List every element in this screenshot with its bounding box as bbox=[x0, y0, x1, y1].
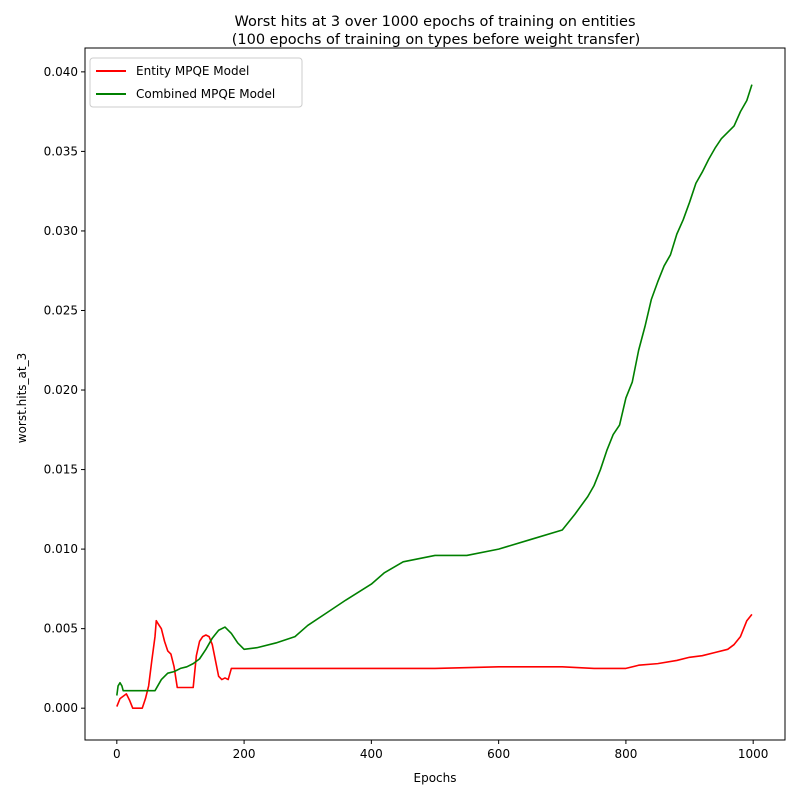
legend-label: Entity MPQE Model bbox=[136, 64, 249, 78]
y-tick-label: 0.030 bbox=[44, 224, 78, 238]
x-tick-label: 800 bbox=[614, 747, 637, 761]
y-tick-label: 0.040 bbox=[44, 65, 78, 79]
x-tick-label: 600 bbox=[487, 747, 510, 761]
y-axis: 0.000 0.005 0.010 0.015 0.020 0.025 0.030 0.035… bbox=[44, 65, 85, 715]
legend-label: Combined MPQE Model bbox=[136, 87, 275, 101]
axes-frame bbox=[84, 47, 786, 741]
y-tick-label: 0.020 bbox=[44, 383, 78, 397]
x-tick-label: 1000 bbox=[738, 747, 769, 761]
y-tick-label: 0.000 bbox=[44, 701, 78, 715]
chart-title: Worst hits at 3 over 1000 epochs of trai… bbox=[234, 14, 635, 30]
y-tick-label: 0.015 bbox=[44, 463, 78, 477]
y-tick-label: 0.010 bbox=[44, 542, 78, 556]
x-axis: 0 200 400 600 800 1000 bbox=[113, 740, 768, 761]
y-axis-label: worst.hits_at_3 bbox=[15, 353, 29, 443]
series-line-combined-mpqe-model bbox=[116, 84, 753, 696]
x-tick-label: 200 bbox=[233, 747, 256, 761]
legend-box bbox=[89, 57, 303, 108]
x-tick-label: 0 bbox=[113, 747, 121, 761]
y-tick-label: 0.005 bbox=[44, 622, 78, 636]
chart-subtitle: (100 epochs of training on types before … bbox=[232, 32, 641, 48]
legend: Entity MPQE Model Combined MPQE Model bbox=[89, 57, 303, 108]
series-line-entity-mpqe-model bbox=[116, 613, 753, 709]
y-tick-label: 0.035 bbox=[44, 144, 78, 158]
x-axis-label: Epochs bbox=[414, 771, 457, 785]
plot-area bbox=[116, 84, 753, 709]
x-tick-label: 400 bbox=[360, 747, 383, 761]
y-tick-label: 0.025 bbox=[44, 303, 78, 317]
